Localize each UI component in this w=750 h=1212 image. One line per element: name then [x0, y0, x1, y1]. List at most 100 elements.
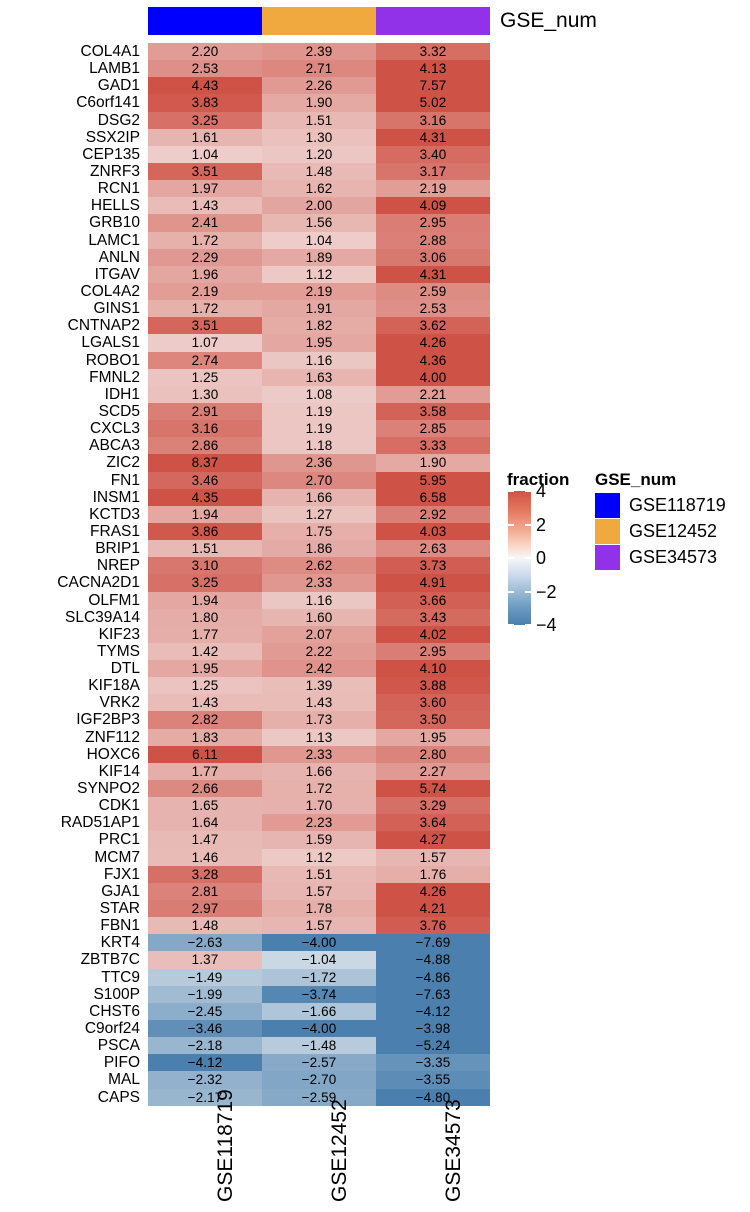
heatmap-cell: 1.12	[262, 265, 376, 283]
heatmap-row: 1.72 1.91 2.53	[148, 300, 490, 318]
heatmap-row: 1.95 2.42 4.10	[148, 660, 490, 678]
heatmap-row: 2.19 2.19 2.59	[148, 282, 490, 301]
heatmap-cell: 1.16	[262, 351, 376, 369]
heatmap-row: 2.97 1.78 4.21	[148, 900, 490, 918]
gse-legend-item[interactable]: GSE12452	[595, 518, 726, 544]
row-label: KCTD3	[89, 505, 140, 523]
heatmap-cell: 1.59	[262, 831, 376, 849]
heatmap-cell: −2.70	[262, 1071, 376, 1089]
heatmap-cell: 6.58	[376, 488, 490, 506]
heatmap-cell: 4.36	[376, 351, 490, 369]
gse-legend-swatch	[595, 544, 620, 570]
heatmap-cell: 1.56	[262, 214, 376, 232]
heatmap-cell: 1.90	[376, 454, 490, 472]
heatmap-row: 8.37 2.36 1.90	[148, 454, 490, 472]
heatmap-cell: 3.88	[376, 677, 490, 695]
heatmap-cell: 2.62	[262, 557, 376, 575]
heatmap-row: 1.04 1.20 3.40	[148, 145, 490, 163]
heatmap-cell: 1.48	[148, 917, 262, 935]
gse-legend-item[interactable]: GSE34573	[595, 544, 726, 570]
gse-legend-item[interactable]: GSE118719	[595, 492, 726, 518]
row-label: FBN1	[100, 917, 140, 935]
heatmap-cell: 1.65	[148, 797, 262, 815]
heatmap-cell: 3.43	[376, 608, 490, 626]
heatmap-cell: 1.12	[262, 848, 376, 866]
colorbar-tick-label: 0	[536, 548, 547, 568]
heatmap-cell: 2.07	[262, 625, 376, 643]
heatmap-cell: 2.33	[262, 745, 376, 763]
heatmap-row: 1.77 2.07 4.02	[148, 625, 490, 643]
heatmap-row: 3.46 2.70 5.95	[148, 471, 490, 489]
heatmap-cell: −1.99	[148, 985, 262, 1003]
row-label: MAL	[108, 1071, 140, 1089]
heatmap-cell: 1.94	[148, 591, 262, 609]
row-label: VRK2	[99, 694, 141, 712]
row-label: GINS1	[93, 300, 140, 318]
heatmap-cell: 2.80	[376, 745, 490, 763]
row-label: ZIC2	[106, 454, 140, 472]
heatmap-cell: 4.03	[376, 522, 490, 541]
heatmap-cell: 3.86	[148, 522, 262, 541]
heatmap-cell: 1.94	[148, 505, 262, 523]
heatmap-cell: 3.25	[148, 111, 262, 129]
heatmap-cell: 4.31	[376, 265, 490, 283]
heatmap-cell: 1.57	[262, 917, 376, 935]
heatmap-cell: 1.47	[148, 831, 262, 849]
heatmap-row: 1.30 1.08 2.21	[148, 385, 490, 403]
heatmap-row: 4.35 1.66 6.58	[148, 488, 490, 506]
heatmap-cell: 1.13	[262, 728, 376, 746]
heatmap-cell: 2.22	[262, 642, 376, 661]
heatmap-cell: 2.63	[376, 540, 490, 558]
heatmap-cell: 1.61	[148, 128, 262, 146]
heatmap-row: 2.91 1.19 3.58	[148, 402, 490, 421]
row-label: IDH1	[104, 385, 140, 403]
heatmap-cell: 5.02	[376, 94, 490, 112]
heatmap-cell: 3.66	[376, 591, 490, 609]
row-label: GJA1	[101, 882, 140, 900]
heatmap-cell: 2.23	[262, 814, 376, 832]
heatmap-row: 1.64 2.23 3.64	[148, 814, 490, 832]
row-label: C9orf24	[84, 1020, 140, 1038]
heatmap-row: 1.37 −1.04 −4.88	[148, 951, 490, 969]
heatmap-row: 2.74 1.16 4.36	[148, 351, 490, 369]
heatmap-cell: 1.07	[148, 334, 262, 352]
heatmap-cell: 1.72	[148, 231, 262, 249]
row-label: RCN1	[97, 180, 140, 198]
heatmap-row: 2.81 1.57 4.26	[148, 882, 490, 901]
heatmap-cell: 3.50	[376, 711, 490, 729]
heatmap-cell: 1.04	[148, 145, 262, 163]
heatmap-cell: 1.66	[262, 762, 376, 781]
gse-legend-label: GSE118719	[629, 494, 726, 515]
heatmap-row: 2.41 1.56 2.95	[148, 214, 490, 232]
heatmap-cell: 2.26	[262, 77, 376, 95]
heatmap-cell: 2.82	[148, 711, 262, 729]
heatmap-row: 4.43 2.26 7.57	[148, 77, 490, 95]
heatmap-cell: 3.64	[376, 814, 490, 832]
heatmap-cell: 2.66	[148, 780, 262, 798]
heatmap-cell: 1.57	[376, 848, 490, 866]
heatmap-cell: −2.32	[148, 1071, 262, 1089]
heatmap-row: 2.82 1.73 3.50	[148, 711, 490, 729]
heatmap-body: 2.20 2.39 3.32 2.53 2.71 4.13 4.43 2.26 7.57 3.83…	[148, 43, 490, 1106]
heatmap-cell: 2.29	[148, 248, 262, 266]
heatmap-cell: 7.57	[376, 77, 490, 95]
heatmap-cell: 4.26	[376, 334, 490, 352]
heatmap-cell: 4.43	[148, 77, 262, 95]
heatmap-row: −3.46 −4.00 −3.98	[148, 1020, 490, 1038]
row-label: GAD1	[97, 77, 140, 95]
heatmap-cell: 4.00	[376, 368, 490, 386]
heatmap-cell: 3.40	[376, 145, 490, 163]
heatmap-cell: 1.90	[262, 94, 376, 112]
heatmap-row: 1.80 1.60 3.43	[148, 608, 490, 626]
heatmap-cell: −5.24	[376, 1037, 490, 1055]
row-label: ZNF112	[85, 728, 140, 746]
heatmap-cell: 4.27	[376, 831, 490, 849]
heatmap-cell: 4.21	[376, 900, 490, 918]
row-label: SLC39A14	[65, 608, 140, 626]
heatmap-cell: 3.06	[376, 248, 490, 266]
heatmap-cell: 8.37	[148, 454, 262, 472]
heatmap-cell: 1.48	[262, 162, 376, 181]
heatmap-cell: 1.51	[262, 111, 376, 129]
row-label: PRC1	[98, 831, 140, 849]
heatmap-row: 2.53 2.71 4.13	[148, 60, 490, 78]
